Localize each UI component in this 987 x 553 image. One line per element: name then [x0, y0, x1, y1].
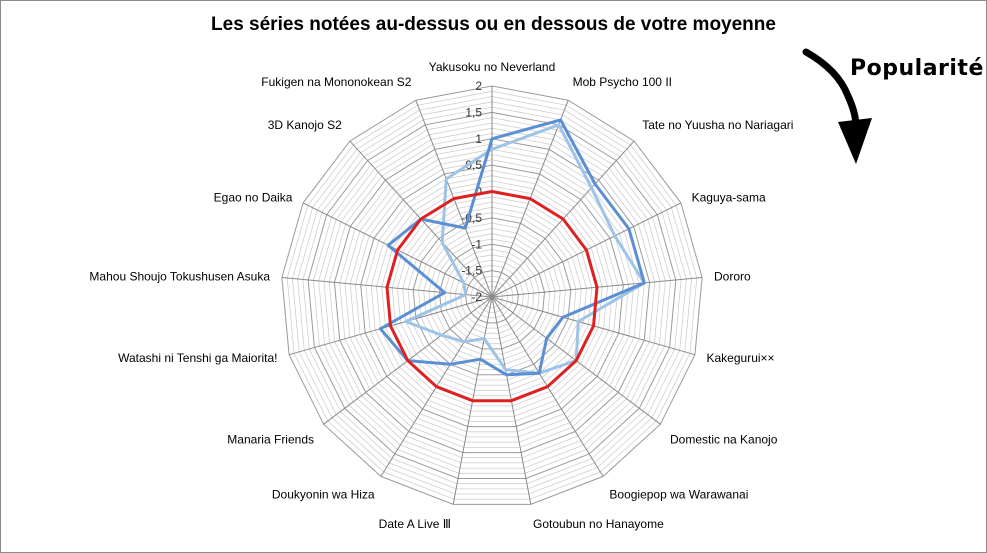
grid-ring-minor: [381, 185, 603, 407]
radial-tick-label: 1: [475, 132, 482, 146]
grid-ring-minor: [286, 90, 698, 500]
grid-ring-minor: [481, 285, 503, 308]
popularity-arrow: [802, 48, 872, 164]
radar-grid: [281, 85, 703, 505]
grid-ring-major: [333, 138, 651, 454]
category-label: Date A Live Ⅲ: [379, 517, 451, 531]
radial-tick-label: 0: [475, 185, 482, 199]
series-line-3: [385, 190, 599, 403]
grid-ring-major: [307, 111, 677, 479]
grid-ring-minor: [433, 238, 551, 355]
category-label: Mahou Shoujo Tokushusen Asuka: [89, 269, 270, 283]
radar-series: [378, 118, 646, 403]
category-labels: Yakusoku no Neverland Mob Psycho 100 II Ta…: [89, 60, 793, 531]
radial-tick-label: 1,5: [465, 105, 482, 119]
grid-ring-minor: [444, 249, 540, 345]
popularity-arrow-head: [838, 118, 872, 164]
category-label: Mob Psycho 100 II: [573, 75, 672, 89]
grid-ring-minor: [418, 222, 566, 371]
radial-tick-label: 2: [475, 79, 482, 93]
radial-tick-label: -1: [471, 237, 482, 251]
grid-ring-minor: [354, 159, 630, 433]
radial-tick-label: -1,5: [461, 264, 482, 278]
category-label: Dororo: [714, 269, 751, 283]
grid-ring-minor: [312, 117, 672, 474]
grid-ring-minor: [365, 169, 619, 422]
grid-ring-minor: [397, 201, 587, 391]
grid-ring-minor: [449, 254, 535, 339]
grid-ring-minor: [460, 264, 524, 329]
category-label: Tate no Yuusha no Nariagari: [642, 118, 793, 132]
grid-ring-minor: [428, 233, 556, 360]
grid-ring-minor: [475, 280, 509, 314]
category-label: Watashi ni Tenshi ga Maiorita!: [118, 351, 277, 365]
popularity-label: Popularité: [850, 56, 984, 81]
category-label: Kakegurui××: [707, 351, 775, 365]
grid-ring-minor: [349, 154, 635, 438]
category-label: Yakusoku no Neverland: [429, 60, 556, 74]
series-line-1: [404, 123, 646, 375]
grid-ring-minor: [375, 180, 609, 412]
category-label: Kaguya-sama: [692, 191, 766, 205]
radial-tick-label: -2: [471, 290, 482, 304]
grid-ring-minor: [291, 96, 693, 495]
grid-ring-minor: [407, 212, 577, 381]
grid-ring-minor: [302, 106, 682, 485]
grid-ring-major: [412, 217, 572, 376]
grid-ring-minor: [402, 206, 582, 386]
popularity-arrow-curve: [802, 48, 860, 134]
category-label: Doukyonin wa Hiza: [272, 488, 375, 502]
radial-tick-labels: 2 1,5 1 0,5 0 -0,5 -1 -1,5 -2: [461, 79, 482, 304]
grid-ring-minor: [328, 133, 656, 459]
grid-ring-minor: [323, 127, 661, 464]
category-label: Gotoubun no Hanayome: [533, 517, 664, 531]
grid-ring-minor: [297, 101, 687, 490]
radial-tick-label: -0,5: [461, 211, 482, 225]
category-label: Egao no Daika: [214, 191, 293, 205]
grid-ring-minor: [370, 175, 614, 417]
radial-tick-label: 0,5: [465, 158, 482, 172]
category-label: Fukigen na Mononokean S2: [261, 75, 411, 89]
category-label: Manaria Friends: [227, 432, 314, 446]
category-label: Boogiepop wa Warawanai: [609, 488, 748, 502]
category-label: 3D Kanojo S2: [268, 118, 342, 132]
grid-ring-minor: [391, 196, 593, 396]
grid-ring-minor: [344, 148, 640, 443]
category-label: Domestic na Kanojo: [670, 432, 778, 446]
grid-ring-minor: [318, 122, 666, 469]
grid-ring-minor: [470, 275, 514, 319]
chart-title: Les séries notées au-dessus ou en dessou…: [211, 14, 776, 35]
grid-ring-major: [465, 270, 519, 324]
grid-ring-major: [281, 85, 703, 505]
grid-ring-major: [360, 164, 624, 428]
series-line-2: [378, 118, 646, 377]
